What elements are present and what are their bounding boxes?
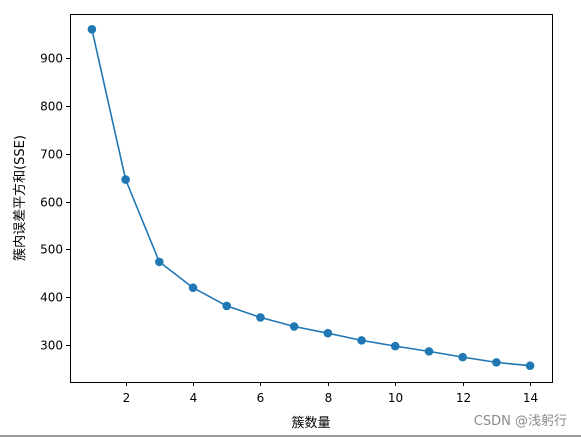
ticks-layer: 2 4 6 8 10 12 14 300 400 500 600 700 800 900 bbox=[40, 52, 538, 406]
data-point bbox=[87, 25, 97, 34]
y-tick-label: 700 bbox=[40, 148, 63, 162]
y-tick-label: 600 bbox=[40, 196, 63, 210]
data-point bbox=[121, 175, 130, 184]
data-point bbox=[289, 322, 299, 331]
data-point bbox=[390, 341, 400, 351]
x-tick-label: 8 bbox=[325, 391, 333, 405]
data-point bbox=[222, 301, 232, 311]
bottom-divider bbox=[0, 435, 581, 437]
watermark-text: CSDN @浅躬行 bbox=[473, 414, 567, 429]
x-axis-label: 簇数量 bbox=[291, 416, 330, 431]
data-point bbox=[424, 347, 434, 356]
data-point bbox=[492, 358, 501, 367]
x-tick-label: 2 bbox=[123, 391, 131, 405]
y-tick-label: 300 bbox=[40, 339, 63, 353]
x-tick-label: 4 bbox=[190, 391, 198, 405]
x-tick-label: 6 bbox=[257, 391, 265, 405]
x-tick-label: 14 bbox=[523, 391, 538, 405]
plot-frame bbox=[70, 14, 553, 383]
y-tick-label: 800 bbox=[40, 100, 63, 114]
x-tick-label: 12 bbox=[456, 391, 471, 405]
y-tick-label: 400 bbox=[40, 291, 63, 305]
data-point bbox=[525, 361, 535, 371]
data-point bbox=[256, 313, 265, 322]
data-point bbox=[458, 352, 467, 362]
y-tick-label: 500 bbox=[40, 243, 63, 257]
y-axis-label: 簇内误差平方和(SSE) bbox=[12, 135, 28, 261]
x-tick-label: 10 bbox=[388, 391, 403, 405]
sse-series-line bbox=[91, 29, 531, 367]
y-tick-label: 900 bbox=[40, 52, 63, 66]
series-layer bbox=[87, 25, 535, 371]
data-point bbox=[323, 328, 333, 338]
data-point bbox=[188, 283, 198, 293]
data-point bbox=[357, 336, 366, 345]
data-point bbox=[155, 257, 164, 267]
